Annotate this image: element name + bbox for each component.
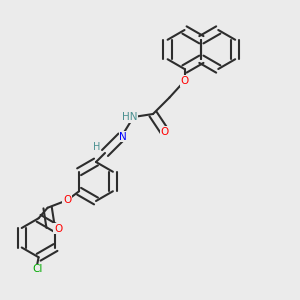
Text: Cl: Cl [32, 264, 42, 274]
Text: O: O [63, 195, 71, 205]
Text: O: O [54, 224, 62, 234]
Text: O: O [161, 127, 169, 137]
Text: H: H [93, 142, 100, 152]
Text: N: N [119, 131, 127, 142]
Text: O: O [180, 76, 189, 86]
Text: HN: HN [122, 112, 138, 122]
